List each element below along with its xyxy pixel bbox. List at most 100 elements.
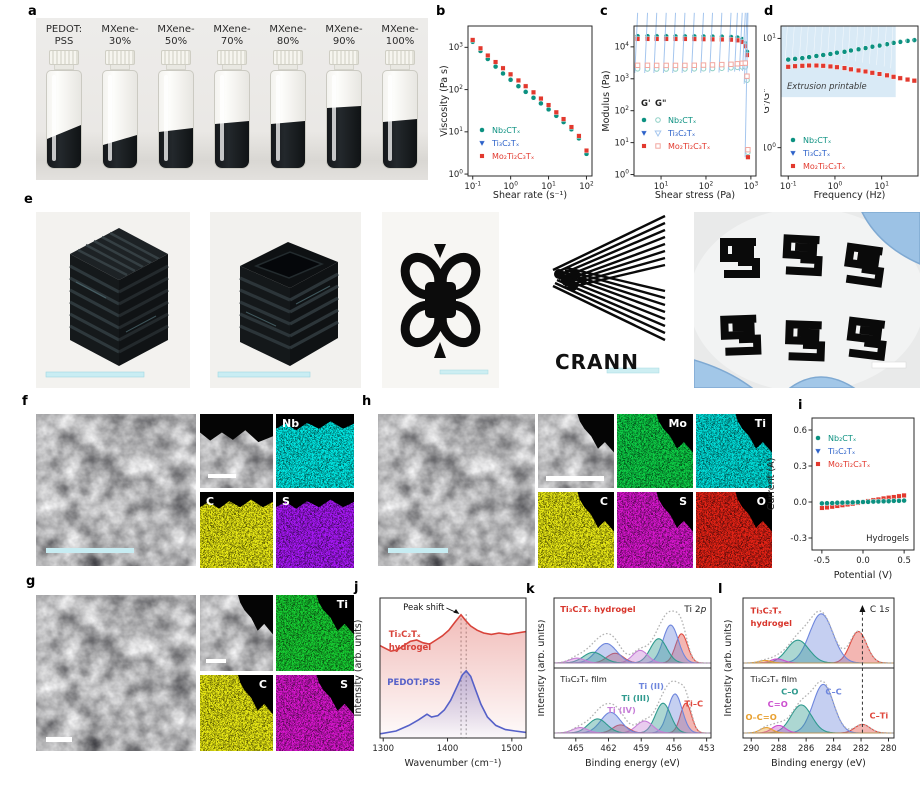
legend-label: Nb₂CTₓ bbox=[803, 136, 832, 145]
xps-label: Ti₃C₂Tₓ hydrogel bbox=[560, 604, 635, 614]
chart-current-potential: -0.5 0.0 0.5 0.6 0.3 0.0 -0.3 Potential (V) Curr… bbox=[760, 398, 924, 584]
x-tick-label: 288 bbox=[771, 744, 787, 754]
x-axis-label: Shear rate (s⁻¹) bbox=[493, 190, 567, 201]
sem-micrograph bbox=[36, 414, 196, 566]
vial-mxene-30-: MXene- 30% bbox=[92, 24, 148, 169]
xps-label: C=O bbox=[768, 699, 788, 709]
xps-label: Ti (II) bbox=[639, 681, 664, 691]
eds-elemental-map bbox=[276, 595, 354, 671]
xps-label: Ti (III) bbox=[622, 693, 650, 703]
xps-label: Ti (IV) bbox=[607, 705, 636, 715]
vial-label: MXene- 30% bbox=[101, 24, 139, 47]
legend-label: Ti₃C₂Tₓ bbox=[491, 139, 520, 148]
electrodes-drawing bbox=[689, 208, 924, 392]
eds-map-c: C bbox=[538, 492, 614, 568]
annotation: Hydrogels bbox=[866, 534, 909, 544]
vial-cap bbox=[273, 50, 303, 65]
chart-svg-k: Ti₃C₂Tₓ hydrogel Ti 2p Ti₃C₂Tₓ film Ti (II)… bbox=[536, 597, 715, 769]
vial-body bbox=[270, 70, 306, 169]
cube-left-layers bbox=[69, 264, 120, 354]
x-tick-label: 103 bbox=[744, 181, 759, 192]
vial-neck bbox=[110, 65, 130, 70]
y-tick-label: 102 bbox=[614, 106, 629, 117]
cube-drawing bbox=[45, 228, 169, 378]
printable-region-shade bbox=[781, 26, 896, 98]
map-void-region bbox=[200, 492, 273, 509]
vial-label: MXene- 90% bbox=[325, 24, 363, 47]
y-tick-label: 104 bbox=[614, 42, 629, 53]
x-tick-label: 100 bbox=[828, 181, 843, 192]
vial-cap bbox=[105, 50, 135, 65]
sem-void-region bbox=[238, 595, 273, 635]
panel-label-l: l bbox=[718, 582, 723, 597]
chart-svg-c: 101 102 103 100 101 102 103 104 Shear stress (Pa… bbox=[601, 12, 759, 201]
legend-label: Nb₂CTₓ bbox=[492, 126, 521, 135]
vial-mxene-50-: MXene- 50% bbox=[148, 24, 204, 169]
plot-frame bbox=[780, 25, 919, 177]
x-tick-label: 280 bbox=[880, 744, 896, 754]
vial-body bbox=[102, 70, 138, 169]
map-void-region bbox=[735, 414, 772, 453]
legend-label: Ti₃C₂Tₓ bbox=[667, 129, 696, 138]
eds-map-mo: Mo bbox=[617, 414, 693, 488]
spectrum-curve bbox=[379, 613, 527, 653]
element-label-c: C bbox=[258, 678, 267, 691]
vial-body bbox=[326, 70, 362, 169]
map-void-region bbox=[577, 492, 614, 532]
box-glints bbox=[245, 285, 331, 327]
sem-micrograph bbox=[200, 595, 273, 671]
printed-electrodes-photo bbox=[689, 208, 924, 392]
map-void-region bbox=[238, 675, 273, 715]
scale-bar bbox=[208, 474, 236, 478]
eds-elemental-map bbox=[276, 675, 354, 751]
y-tick-label: 0.0 bbox=[793, 498, 807, 508]
sem-void-region bbox=[200, 414, 273, 443]
map-void-region bbox=[316, 675, 354, 715]
panel-label-c: c bbox=[600, 4, 608, 19]
y-tick-label: 103 bbox=[614, 74, 629, 85]
x-axis-label: Frequency (Hz) bbox=[814, 190, 886, 201]
vial-cap bbox=[49, 50, 79, 65]
chart-modulus: 101 102 103 100 101 102 103 104 Shear stress (Pa… bbox=[600, 12, 766, 202]
vial-mxene-70-: MXene- 70% bbox=[204, 24, 260, 169]
x-tick-label: 1400 bbox=[437, 744, 459, 754]
vial-label: MXene- 70% bbox=[213, 24, 251, 47]
cube-left-face bbox=[70, 254, 119, 366]
eds-elemental-map bbox=[696, 414, 772, 488]
x-tick-label: -0.5 bbox=[814, 556, 831, 566]
y-axis-label: Viscosity (Pa s) bbox=[439, 65, 450, 136]
vial-cap bbox=[385, 50, 415, 65]
xps-label: Ti–C bbox=[684, 699, 703, 709]
element-label-ti: Ti bbox=[336, 598, 348, 611]
vial-neck bbox=[222, 65, 242, 70]
glove-finger bbox=[693, 358, 755, 389]
chart-svg-i: -0.5 0.0 0.5 0.6 0.3 0.0 -0.3 Potential (V) Curr… bbox=[766, 398, 915, 581]
map-void-region bbox=[316, 595, 354, 635]
knot-drawing bbox=[400, 244, 489, 375]
xps-label: C–O bbox=[781, 687, 798, 697]
x-axis-label: Binding energy (eV) bbox=[585, 758, 680, 769]
scale-bar bbox=[606, 367, 660, 374]
x-tick-label: 10-1 bbox=[464, 181, 481, 192]
vials-photo: PEDOT: PSS MXene- 30% MXene- 50% MXene- 70% MXen… bbox=[36, 18, 428, 180]
element-label-nb: Nb bbox=[282, 417, 300, 430]
y-axis-label: Intensity (arb. units) bbox=[538, 620, 547, 717]
y-tick-label: 101 bbox=[764, 34, 776, 45]
eds-map-ti: Ti bbox=[276, 595, 354, 671]
plot-frame bbox=[467, 25, 593, 177]
crann-printed-text: CRANN bbox=[554, 350, 640, 374]
cube-glints bbox=[75, 281, 157, 333]
chart-svg-l: Ti₃C₂Tₓ hydrogel C 1s Ti₃C₂Tₓ film C–C C–O C=O… bbox=[723, 597, 897, 769]
xps-envelope bbox=[554, 680, 711, 734]
map-void-region bbox=[656, 492, 693, 532]
vial-label: MXene- 50% bbox=[157, 24, 195, 47]
element-label-s: S bbox=[282, 495, 290, 508]
x-tick-label: 284 bbox=[825, 744, 841, 754]
x-tick-label: 10-1 bbox=[780, 181, 797, 192]
legend-label: Nb₂CTₓ bbox=[828, 434, 857, 443]
y-tick-label: 101 bbox=[614, 138, 629, 149]
vial-neck bbox=[278, 65, 298, 70]
vial-highlight bbox=[276, 75, 280, 161]
